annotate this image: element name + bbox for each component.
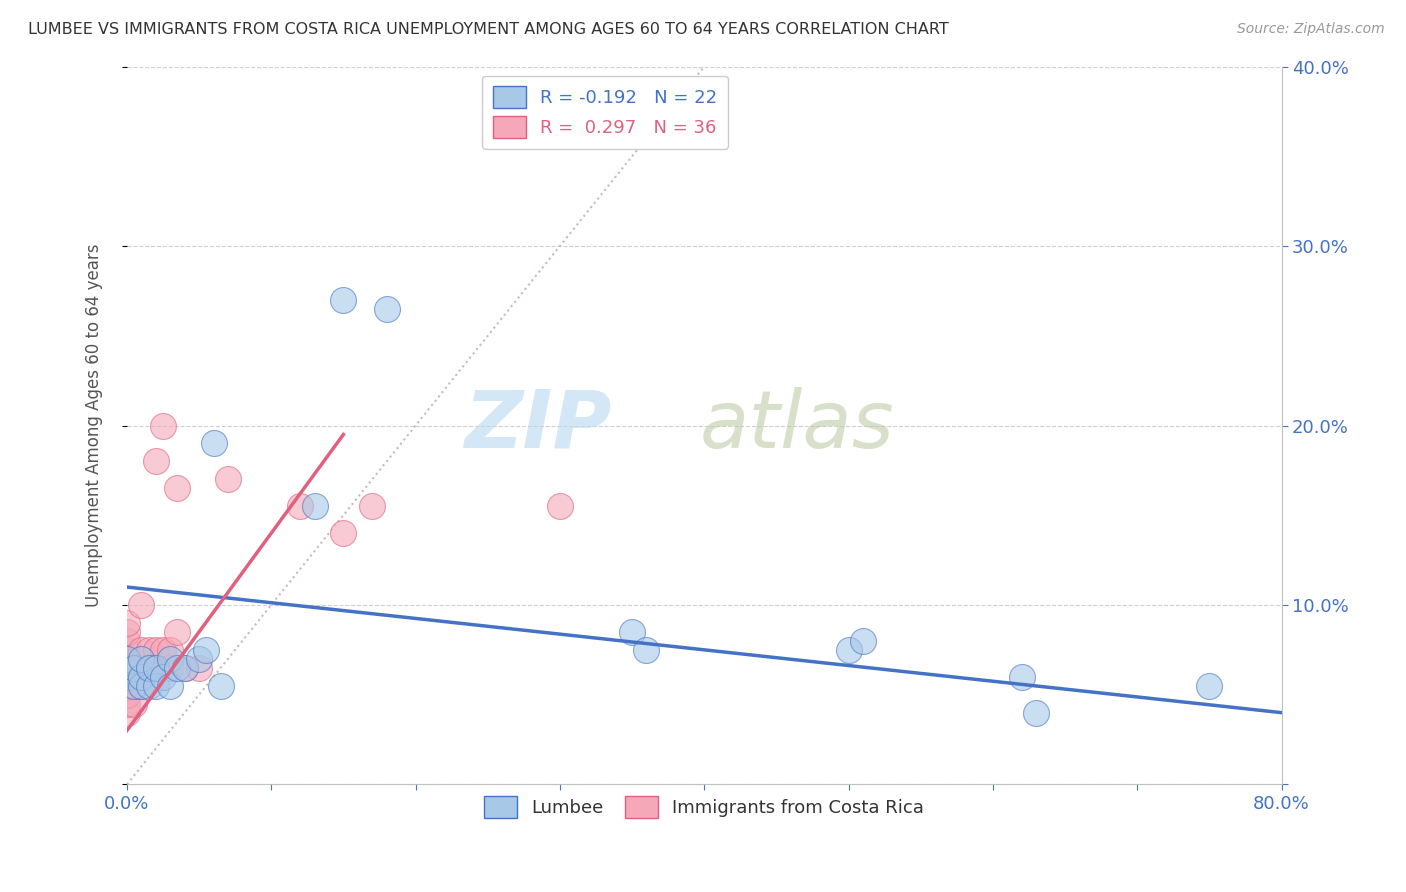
Point <box>166 624 188 639</box>
Point <box>145 454 167 468</box>
Point <box>138 679 160 693</box>
Point <box>122 661 145 675</box>
Point <box>115 706 138 720</box>
Point <box>145 661 167 675</box>
Point <box>145 661 167 675</box>
Point <box>852 633 875 648</box>
Point <box>122 661 145 675</box>
Point <box>131 652 153 666</box>
Point <box>838 643 860 657</box>
Point <box>159 661 181 675</box>
Point <box>115 652 138 666</box>
Point <box>159 652 181 666</box>
Point <box>288 500 311 514</box>
Point <box>304 500 326 514</box>
Point <box>131 670 153 684</box>
Point <box>202 436 225 450</box>
Point <box>332 293 354 307</box>
Point <box>115 661 138 675</box>
Point <box>138 643 160 657</box>
Text: Source: ZipAtlas.com: Source: ZipAtlas.com <box>1237 22 1385 37</box>
Point <box>332 526 354 541</box>
Point <box>152 670 174 684</box>
Point <box>548 500 571 514</box>
Point <box>217 472 239 486</box>
Point <box>209 679 232 693</box>
Point <box>1198 679 1220 693</box>
Point <box>131 679 153 693</box>
Point <box>131 643 153 657</box>
Point <box>115 652 138 666</box>
Point <box>621 624 644 639</box>
Point <box>131 661 153 675</box>
Point <box>188 652 211 666</box>
Point <box>115 633 138 648</box>
Point <box>115 670 138 684</box>
Text: LUMBEE VS IMMIGRANTS FROM COSTA RICA UNEMPLOYMENT AMONG AGES 60 TO 64 YEARS CORR: LUMBEE VS IMMIGRANTS FROM COSTA RICA UNE… <box>28 22 949 37</box>
Point <box>122 679 145 693</box>
Point <box>636 643 658 657</box>
Point <box>115 643 138 657</box>
Point <box>375 301 398 316</box>
Text: atlas: atlas <box>699 386 894 465</box>
Point <box>195 643 218 657</box>
Point <box>159 679 181 693</box>
Point <box>115 615 138 630</box>
Point <box>361 500 384 514</box>
Text: ZIP: ZIP <box>464 386 612 465</box>
Point <box>166 481 188 495</box>
Point <box>122 697 145 711</box>
Point <box>1025 706 1047 720</box>
Point <box>122 679 145 693</box>
Point <box>1011 670 1033 684</box>
Point <box>115 624 138 639</box>
Point <box>152 643 174 657</box>
Point <box>152 418 174 433</box>
Legend: Lumbee, Immigrants from Costa Rica: Lumbee, Immigrants from Costa Rica <box>477 789 931 826</box>
Point <box>173 661 195 675</box>
Point <box>115 670 138 684</box>
Point <box>138 661 160 675</box>
Point <box>188 661 211 675</box>
Point <box>145 679 167 693</box>
Point <box>115 697 138 711</box>
Point <box>145 643 167 657</box>
Point <box>173 661 195 675</box>
Point <box>166 661 188 675</box>
Point <box>131 679 153 693</box>
Point <box>159 643 181 657</box>
Point <box>115 688 138 702</box>
Point <box>131 598 153 612</box>
Point <box>115 679 138 693</box>
Point <box>138 661 160 675</box>
Y-axis label: Unemployment Among Ages 60 to 64 years: Unemployment Among Ages 60 to 64 years <box>86 244 103 607</box>
